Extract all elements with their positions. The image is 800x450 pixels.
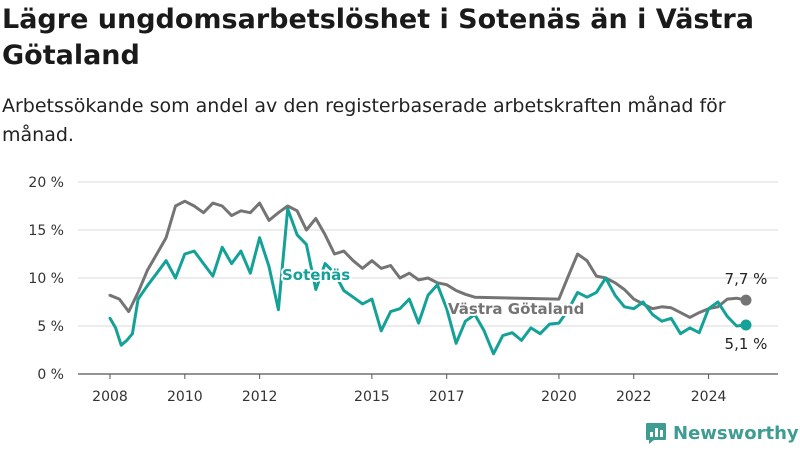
y-tick-label: 0 % [37, 367, 64, 383]
y-tick-label: 20 % [28, 175, 64, 191]
sotenas-end-value: 5,1 % [725, 335, 768, 353]
brand-logo: Newsworthy [645, 419, 799, 447]
y-tick-label: 5 % [37, 319, 64, 335]
line-chart: 0 %5 %10 %15 %20 % 2008 2010 2012 2015 2017 2… [28, 175, 778, 405]
sotenas-label: Sotenäs [282, 266, 350, 284]
x-tick-label: 2015 [354, 389, 390, 405]
x-tick-label: 2010 [167, 389, 203, 405]
chart-subtitle: Arbetssökande som andel av den registerb… [2, 95, 726, 146]
x-axis: 2008 2010 2012 2015 2017 2020 2022 2024 [92, 374, 726, 405]
x-tick-label: 2022 [616, 389, 652, 405]
brand-name: Newsworthy [673, 422, 799, 444]
x-tick-label: 2017 [429, 389, 465, 405]
sotenas-line [108, 207, 748, 356]
y-axis-tick-labels: 0 % 5 % 10 % 15 % 20 % [28, 175, 64, 383]
x-tick-label: 2012 [242, 389, 278, 405]
sotenas-label-halo: Sotenäs [282, 266, 350, 284]
x-tick-label: 2024 [691, 389, 727, 405]
vastra-gotaland-line [108, 199, 748, 319]
vastra-gotaland-end-point [740, 294, 752, 306]
y-tick-label: 15 % [28, 223, 64, 239]
vastra-gotaland-label-halo: Västra Götaland [448, 300, 584, 318]
y-tick-label: 10 % [28, 271, 64, 287]
vastra-gotaland-label: Västra Götaland [448, 300, 584, 318]
chart-title: Lägre ungdomsarbetslöshet i Sotenäs än i… [2, 4, 754, 71]
bar-chart-logo-icon [646, 423, 666, 444]
x-tick-label: 2020 [541, 389, 577, 405]
series-lines [108, 199, 752, 356]
sotenas-end-point [740, 319, 752, 331]
vastra-gotaland-end-value: 7,7 % [725, 270, 768, 288]
x-tick-label: 2008 [92, 389, 128, 405]
